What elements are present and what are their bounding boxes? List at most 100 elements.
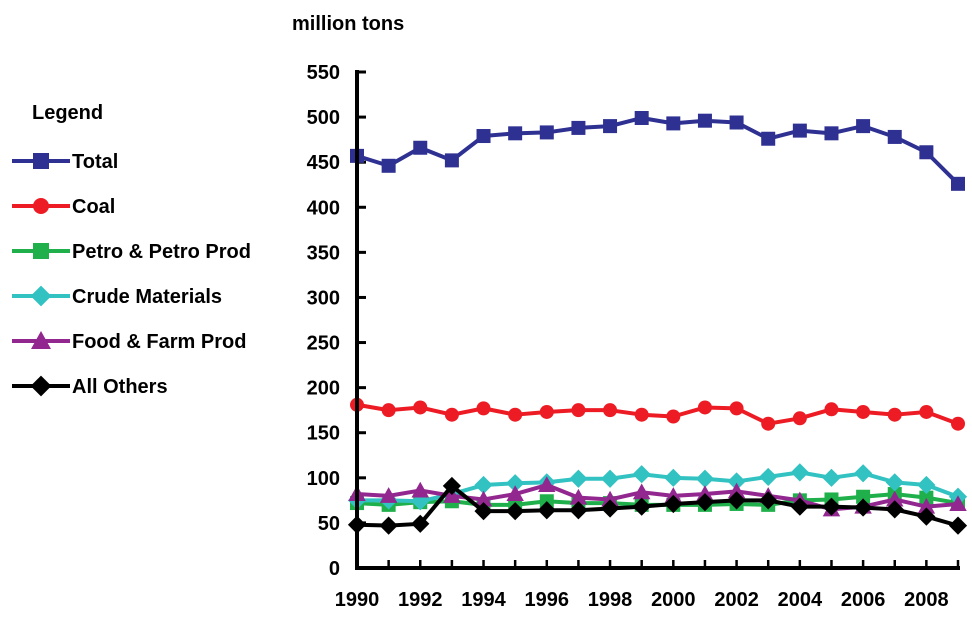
x-axis-ticks: 1990 1992 1994 1996 1998 2000 2002 2004 2006 2008	[335, 560, 960, 611]
legend-label: Total	[72, 151, 118, 173]
data-point	[664, 468, 683, 487]
data-point	[601, 490, 619, 507]
x-tick-label: 2006	[841, 589, 886, 611]
data-point	[856, 119, 871, 134]
y-tick-label: 300	[307, 287, 340, 309]
y-tick-label: 400	[307, 197, 340, 219]
data-point	[413, 400, 428, 415]
data-point	[379, 516, 398, 535]
data-point	[727, 491, 746, 510]
data-point	[632, 497, 651, 516]
y-tick-label: 450	[307, 152, 340, 174]
data-point	[695, 493, 715, 512]
data-point	[571, 120, 586, 135]
data-point	[854, 464, 873, 483]
data-point	[413, 140, 428, 155]
data-point	[919, 404, 934, 419]
data-point	[822, 497, 841, 516]
data-point	[603, 403, 618, 418]
data-point	[506, 474, 525, 493]
data-point	[919, 490, 934, 505]
data-point	[917, 507, 936, 526]
data-point	[508, 407, 523, 422]
data-point	[569, 469, 588, 488]
legend-label: Crude Materials	[72, 286, 222, 308]
data-point	[634, 110, 649, 125]
data-point	[729, 401, 744, 416]
x-tick-label: 1998	[588, 589, 633, 611]
data-point	[885, 490, 904, 507]
data-point	[759, 491, 778, 510]
legend: Total Coal Petro & Petro Prod Crude Materia…	[12, 151, 251, 398]
data-point	[856, 489, 871, 504]
data-point	[948, 516, 968, 535]
y-axis-title: million tons	[292, 13, 404, 35]
data-point	[474, 475, 493, 495]
series-layer	[347, 110, 968, 535]
data-point	[381, 403, 396, 418]
data-point	[442, 476, 461, 496]
data-point	[697, 400, 712, 415]
legend-marker	[33, 153, 49, 169]
data-point	[506, 502, 525, 521]
y-tick-label: 0	[329, 558, 340, 580]
x-tick-label: 2004	[778, 589, 823, 611]
x-tick-label: 2000	[651, 589, 696, 611]
data-point	[790, 497, 809, 516]
legend-item-petro-petro-prod: Petro & Petro Prod	[12, 241, 251, 263]
data-point	[917, 475, 936, 495]
data-point	[951, 176, 965, 191]
data-point	[603, 119, 618, 134]
data-point	[411, 514, 430, 533]
legend-label: Coal	[72, 196, 115, 218]
data-point	[476, 401, 491, 416]
data-point	[666, 116, 681, 131]
data-point	[759, 467, 778, 487]
legend-marker	[33, 243, 49, 259]
data-point	[600, 469, 620, 488]
data-point	[887, 129, 902, 144]
legend-item-food-farm-prod: Food & Farm Prod	[12, 331, 246, 353]
data-point	[666, 409, 681, 424]
x-tick-label: 1994	[461, 589, 506, 611]
series-coal	[350, 397, 965, 431]
x-tick-label: 1996	[525, 589, 570, 611]
data-point	[695, 469, 715, 488]
data-point	[474, 490, 493, 507]
data-point	[632, 465, 651, 484]
data-point	[569, 488, 588, 505]
data-point	[476, 129, 491, 144]
legend-item-coal: Coal	[12, 196, 115, 218]
x-tick-label: 1990	[335, 589, 380, 611]
data-point	[822, 468, 841, 487]
data-point	[506, 485, 524, 502]
data-point	[538, 476, 556, 493]
data-point	[790, 463, 809, 482]
y-tick-label: 100	[307, 468, 340, 490]
legend-item-crude-materials: Crude Materials	[12, 285, 222, 308]
data-point	[761, 131, 776, 146]
data-point	[537, 501, 556, 520]
data-point	[571, 403, 586, 418]
data-point	[632, 483, 651, 500]
y-tick-label: 250	[307, 333, 340, 355]
data-point	[919, 145, 934, 160]
y-tick-label: 150	[307, 423, 340, 445]
data-point	[569, 501, 588, 520]
x-tick-label: 2008	[904, 589, 949, 611]
data-point	[792, 123, 807, 138]
data-point	[951, 416, 965, 431]
y-tick-label: 350	[307, 242, 340, 264]
legend-label: Petro & Petro Prod	[72, 241, 251, 263]
legend-item-total: Total	[12, 151, 118, 173]
data-point	[761, 416, 776, 431]
legend-marker	[30, 375, 52, 397]
data-point	[634, 407, 649, 422]
data-point	[539, 125, 554, 140]
legend-label: Food & Farm Prod	[72, 331, 246, 353]
data-point	[824, 126, 839, 141]
data-point	[664, 494, 683, 514]
legend-label: All Others	[72, 376, 168, 398]
data-point	[474, 502, 493, 521]
